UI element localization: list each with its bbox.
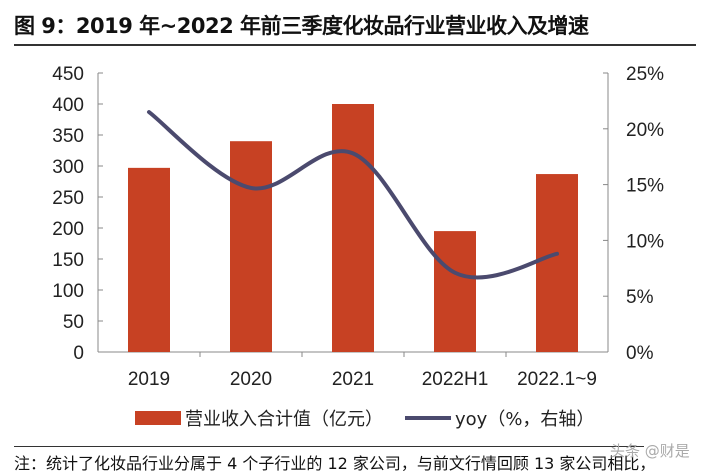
legend-bar-label: 营业收入合计值（亿元） xyxy=(185,409,383,430)
legend-bar-swatch xyxy=(135,411,181,425)
left-tick-label: 300 xyxy=(52,157,84,178)
bar-2021 xyxy=(332,104,374,352)
right-tick-label: 15% xyxy=(626,176,664,197)
left-tick-label: 50 xyxy=(63,312,84,333)
bar-2019 xyxy=(128,167,170,352)
bar-2022.1~9 xyxy=(536,174,578,352)
bar-2022H1 xyxy=(434,231,476,352)
bar-2020 xyxy=(230,141,272,352)
x-tick-label: 2022H1 xyxy=(422,369,489,390)
right-tick-label: 5% xyxy=(626,287,654,308)
right-tick-label: 25% xyxy=(626,64,664,85)
legend-line-label: yoy（%，右轴） xyxy=(455,409,595,430)
footnote: 注：统计了化妆品行业分属于 4 个子行业的 12 家公司，与前文行情回顾 13 … xyxy=(14,454,656,473)
legend-line-swatch xyxy=(405,416,451,420)
x-tick-label: 2019 xyxy=(128,369,170,390)
left-tick-label: 150 xyxy=(52,250,84,271)
left-tick-label: 450 xyxy=(52,64,84,85)
watermark: 头条 @财是 xyxy=(610,442,690,460)
legend-bar: 营业收入合计值（亿元） xyxy=(135,405,383,431)
left-tick-label: 100 xyxy=(52,281,84,302)
left-tick-label: 200 xyxy=(52,219,84,240)
left-tick-label: 350 xyxy=(52,126,84,147)
x-tick-label: 2021 xyxy=(332,369,374,390)
left-tick-label: 0 xyxy=(73,343,84,364)
chart-title: 图 9：2019 年~2022 年前三季度化妆品行业营业收入及增速 xyxy=(14,14,589,38)
right-tick-label: 10% xyxy=(626,231,664,252)
legend-line: yoy（%，右轴） xyxy=(405,405,594,431)
left-tick-label: 250 xyxy=(52,188,84,209)
right-tick-label: 20% xyxy=(626,120,664,141)
x-tick-label: 2022.1~9 xyxy=(517,369,597,390)
x-tick-label: 2020 xyxy=(230,369,272,390)
note-divider xyxy=(14,446,644,447)
title-divider xyxy=(14,44,696,46)
right-tick-label: 0% xyxy=(626,343,654,364)
left-tick-label: 400 xyxy=(52,95,84,116)
